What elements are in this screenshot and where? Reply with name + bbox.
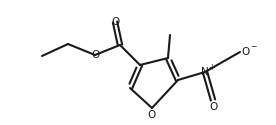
Text: O: O [241,47,249,57]
Text: O: O [111,17,119,27]
Text: −: − [250,42,256,51]
Text: O: O [209,102,217,112]
Text: O: O [91,50,99,60]
Text: O: O [148,110,156,120]
Text: N: N [201,67,209,77]
Text: +: + [208,62,214,72]
